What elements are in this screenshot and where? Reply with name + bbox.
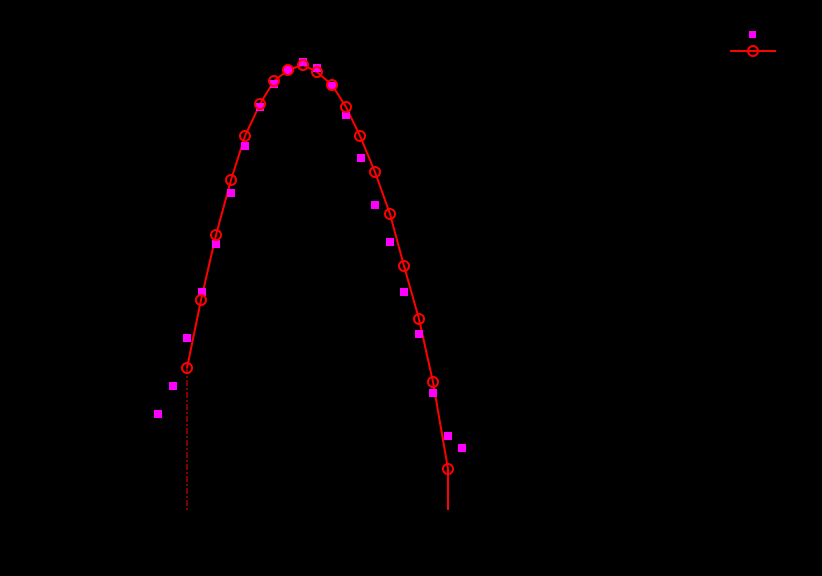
- data-point-square: [212, 240, 220, 248]
- data-point-circle: [297, 59, 309, 71]
- data-point-square: [415, 330, 423, 338]
- data-point-circle: [340, 101, 352, 113]
- data-point-square: [429, 389, 437, 397]
- data-point-square: [198, 288, 206, 296]
- data-point-circle: [282, 64, 294, 76]
- data-point-circle: [326, 79, 338, 91]
- legend-circle-icon: [747, 45, 759, 57]
- data-point-square: [357, 154, 365, 162]
- data-point-circle: [369, 166, 381, 178]
- data-point-circle: [195, 294, 207, 306]
- data-point-square: [444, 432, 452, 440]
- data-point-square: [299, 58, 307, 66]
- data-point-circle: [268, 75, 280, 87]
- red-circle-markers: [181, 59, 454, 475]
- data-point-square: [227, 189, 235, 197]
- data-point-square: [386, 238, 394, 246]
- data-point-square: [270, 80, 278, 88]
- data-point-square: [183, 334, 191, 342]
- data-point-square: [284, 66, 292, 74]
- data-point-circle: [354, 130, 366, 142]
- series-drop-lines: [186, 368, 449, 510]
- data-point-circle: [311, 66, 323, 78]
- data-point-square: [169, 382, 177, 390]
- data-point-circle: [225, 174, 237, 186]
- data-point-square: [154, 410, 162, 418]
- data-point-circle: [384, 208, 396, 220]
- data-point-square: [256, 103, 264, 111]
- data-point-square: [241, 142, 249, 150]
- data-point-circle: [398, 260, 410, 272]
- data-point-square: [400, 288, 408, 296]
- data-point-circle: [254, 98, 266, 110]
- data-point-square: [328, 82, 336, 90]
- data-point-circle: [413, 313, 425, 325]
- data-point-square: [458, 444, 466, 452]
- data-point-square: [371, 201, 379, 209]
- legend-square-icon: [749, 31, 756, 38]
- data-point-circle: [239, 130, 251, 142]
- data-point-circle: [442, 463, 454, 475]
- data-point-circle: [427, 376, 439, 388]
- data-point-circle: [210, 229, 222, 241]
- data-point-square: [342, 111, 350, 119]
- data-point-circle: [181, 362, 193, 374]
- legend: [730, 31, 776, 57]
